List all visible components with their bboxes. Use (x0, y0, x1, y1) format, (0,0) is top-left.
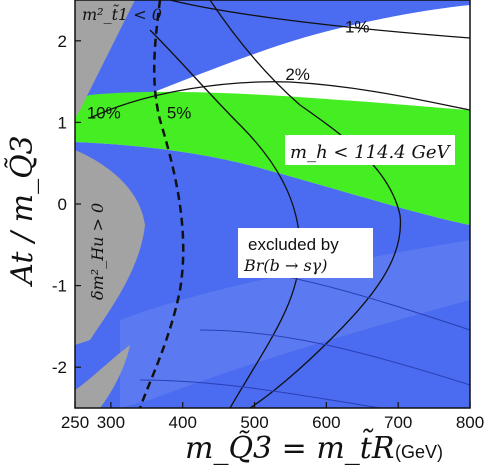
contour-label-2pct: 2% (285, 65, 310, 84)
tick-marks (74, 40, 471, 408)
contour-2pct (89, 81, 470, 119)
y-tick-label: -2 (52, 358, 67, 377)
contour-label-5pct: 5% (167, 103, 192, 122)
annotation-bsg-line1: excluded by (248, 235, 339, 254)
x-tick-label: 400 (169, 413, 197, 432)
x-tick-label: 700 (384, 413, 412, 432)
tick-labels: 250 300 400 500 600 700 800 -2 -1 0 1 2 (52, 32, 484, 432)
y-axis-title: At / m_Q̃3 (5, 135, 40, 288)
x-tick-label: 600 (312, 413, 340, 432)
annotation-higgs: m_h < 114.4 GeV (290, 142, 451, 163)
x-tick-label: 800 (456, 413, 484, 432)
annotation-tachyon: m²_t̃1 < 0 (82, 4, 162, 24)
annotation-bsg-line2: Br(b → sγ) (243, 256, 327, 275)
higgs-excluded-region (75, 91, 470, 226)
higgs-label-box (285, 135, 455, 165)
x-tick-label: 300 (97, 413, 125, 432)
tachyonic-region-lower (75, 345, 130, 408)
annotation-hu: δm²_Hu > 0 (88, 203, 107, 300)
y-tick-label: 1 (58, 113, 67, 132)
y-tick-label: 0 (58, 195, 67, 214)
plot-area (75, 0, 470, 408)
contour-5pct (149, 29, 301, 408)
contour-10pct (209, 0, 402, 408)
bsg-excluded-region-upper (75, 0, 470, 120)
hu-region (75, 150, 145, 345)
bsg-label-box (238, 228, 373, 278)
x-axis-unit: (GeV) (395, 442, 443, 462)
contour-1pct (169, 0, 470, 39)
x-axis-title: m_Q̃3 = m_t̃R (185, 428, 394, 466)
bsg-excluded-region-light (120, 240, 470, 408)
contour-label-10pct: 10% (87, 103, 121, 122)
y-tick-label: -1 (52, 277, 67, 296)
x-tick-label: 250 (61, 413, 89, 432)
contour-lower-2 (199, 329, 470, 386)
tachyonic-region (75, 0, 135, 118)
y-tick-label: 2 (58, 32, 67, 51)
contour-label-1pct: 1% (345, 18, 370, 37)
x-tick-label: 500 (240, 413, 268, 432)
contour-lower-3 (139, 379, 381, 408)
